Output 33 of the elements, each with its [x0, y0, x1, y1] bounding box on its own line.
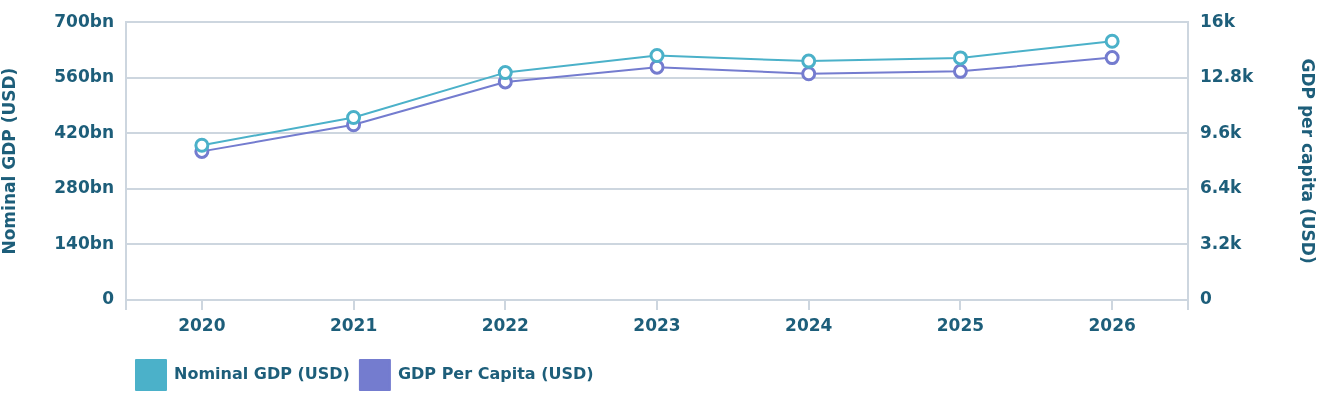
x-tick-label: 2022: [481, 314, 529, 335]
point: [1104, 33, 1120, 49]
point: [346, 109, 362, 125]
y-tick-label: 140bn: [54, 232, 114, 253]
y2-tick-label: 0: [1200, 288, 1212, 309]
point: [952, 63, 968, 79]
y2-tick-label: 12.8k: [1200, 66, 1254, 87]
x-tick-label: 2021: [329, 314, 378, 335]
x-tick-label: 2024: [785, 314, 833, 335]
point: [194, 137, 210, 153]
point: [649, 48, 665, 64]
y2-tick-label: 16k: [1200, 10, 1236, 31]
point: [952, 50, 968, 66]
y2-tick-label: 9.6k: [1200, 121, 1243, 142]
x-tick-label: 2020: [178, 314, 226, 335]
point: [801, 66, 817, 82]
y2-tick-label: 6.4k: [1200, 177, 1243, 198]
legend-label: GDP Per Capita (USD): [397, 364, 594, 384]
y2-axis-title: GDP per capita (USD): [1298, 58, 1317, 264]
y-tick-label: 420bn: [54, 121, 114, 142]
legend-label: Nominal GDP (USD): [174, 364, 350, 384]
x-tick-label: 2026: [1088, 314, 1136, 335]
y2-tick-label: 3.2k: [1200, 232, 1243, 253]
point: [497, 65, 513, 81]
point: [801, 53, 817, 69]
y-tick-label: 700bn: [54, 10, 114, 31]
y-tick-label: 280bn: [54, 177, 114, 198]
y-tick-label: 0: [102, 288, 115, 309]
point: [1104, 50, 1120, 66]
y-tick-label: 560bn: [54, 66, 114, 87]
x-tick-label: 2025: [936, 314, 985, 335]
x-tick-label: 2023: [633, 314, 681, 335]
y-axis-title: Nominal GDP (USD): [0, 67, 19, 255]
